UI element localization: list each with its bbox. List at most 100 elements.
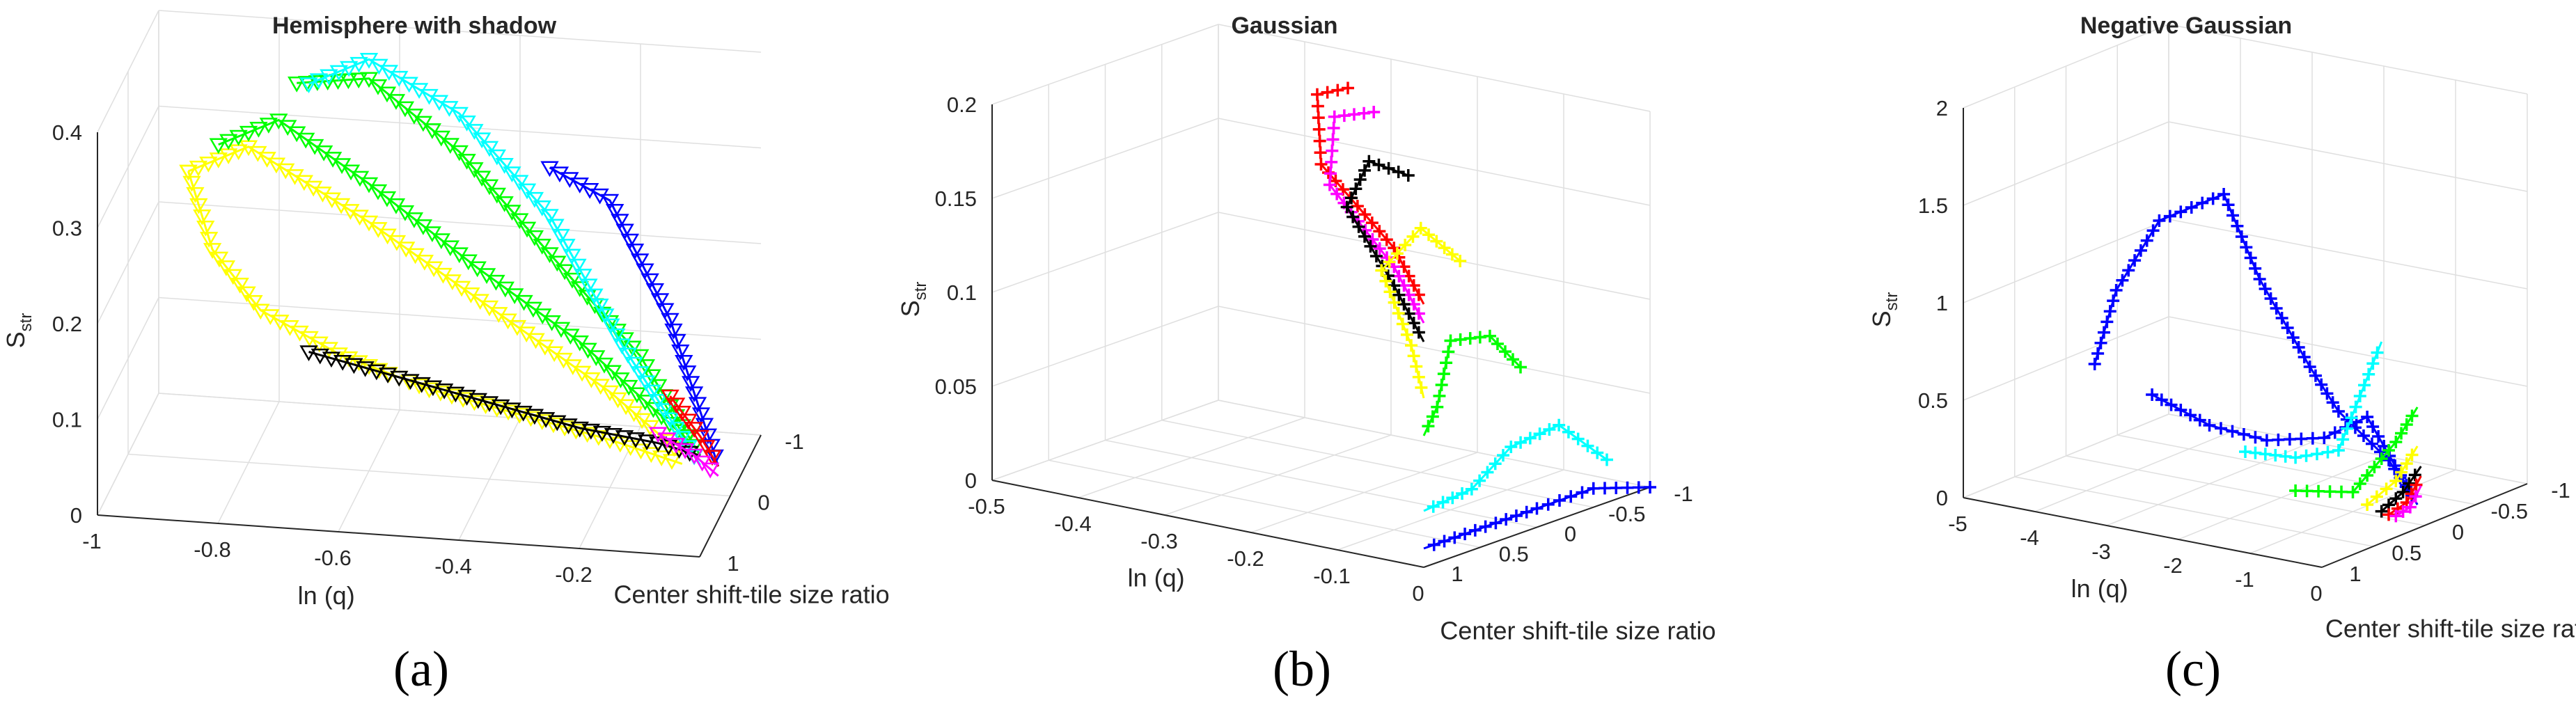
z-tick-label: 0.4 — [52, 120, 82, 145]
data-point — [1383, 255, 1396, 269]
data-point — [615, 430, 634, 446]
data-point — [675, 355, 693, 371]
data-point — [1406, 230, 1420, 243]
data-point — [239, 125, 258, 142]
data-point — [1456, 487, 1469, 500]
data-point — [641, 273, 659, 290]
grid-line — [991, 118, 1219, 199]
data-series — [1310, 81, 1425, 305]
data-point — [510, 408, 529, 424]
data-point — [1414, 221, 1427, 235]
data-point — [1505, 441, 1518, 453]
data-point — [2146, 388, 2159, 401]
data-point — [2091, 347, 2105, 360]
data-point — [1412, 370, 1425, 384]
data-point — [574, 269, 592, 285]
data-point — [1407, 349, 1420, 363]
data-point — [1407, 317, 1420, 330]
data-point — [2214, 422, 2227, 435]
y-tick-label: 1 — [727, 551, 739, 576]
data-point — [1312, 111, 1325, 125]
data-point — [457, 115, 476, 132]
data-point — [1380, 233, 1393, 246]
data-point — [2272, 433, 2285, 446]
data-point — [1358, 164, 1372, 177]
data-point — [2370, 490, 2383, 503]
y-tick-label: -1 — [2551, 478, 2570, 503]
data-point — [2405, 448, 2419, 461]
data-point — [568, 258, 587, 275]
data-point — [2196, 196, 2209, 210]
chart-title: Gaussian — [1231, 13, 1337, 39]
data-point — [2295, 432, 2308, 445]
data-series — [299, 345, 701, 462]
data-point — [661, 412, 680, 429]
data-point — [1489, 457, 1502, 471]
data-point — [1400, 328, 1413, 341]
data-series — [2146, 388, 2419, 505]
axes — [97, 132, 762, 558]
data-point — [2380, 482, 2393, 496]
data-series — [1423, 418, 1613, 513]
y-tick-label: 0.5 — [2392, 541, 2421, 565]
data-point — [2357, 429, 2370, 442]
data-point — [261, 309, 280, 326]
data-point — [288, 77, 306, 93]
data-point — [2366, 420, 2380, 433]
z-tick-label: 0 — [965, 468, 977, 493]
data-point — [681, 376, 700, 392]
data-series — [2289, 406, 2419, 498]
data-point — [1509, 509, 1523, 522]
data-point — [431, 386, 450, 402]
data-series — [179, 164, 683, 470]
data-point — [533, 239, 551, 255]
data-point — [450, 145, 469, 161]
data-point — [2409, 490, 2422, 503]
data-point — [503, 402, 521, 419]
data-point — [1310, 88, 1324, 101]
y-tick-label: 1 — [1451, 562, 1463, 586]
data-series — [540, 161, 724, 467]
data-point — [666, 397, 686, 414]
data-series — [2239, 341, 2384, 464]
x-tick-label: -0.6 — [314, 546, 351, 570]
data-series — [2389, 485, 2422, 523]
data-point — [1353, 173, 1367, 187]
y-tick-label: 0.5 — [1499, 542, 1529, 566]
data-point — [2341, 422, 2354, 435]
grid-line — [2066, 455, 2425, 526]
grid — [1963, 24, 2528, 568]
grid-line — [1218, 24, 1651, 112]
data-point — [625, 244, 645, 260]
data-point — [2116, 274, 2129, 287]
data-point — [1541, 498, 1555, 511]
data-point — [487, 401, 506, 418]
series-line — [549, 166, 720, 467]
data-point — [636, 263, 654, 280]
data-point — [442, 388, 462, 405]
data-point — [249, 122, 268, 138]
data-point — [2185, 201, 2198, 214]
data-point — [637, 434, 657, 450]
data-point — [2389, 510, 2403, 523]
x-tick-label: -0.4 — [434, 554, 471, 578]
data-point — [2395, 427, 2408, 440]
data-point — [551, 228, 570, 245]
z-axis-label: Sstr — [896, 282, 930, 317]
data-point — [1373, 242, 1386, 255]
data-point — [2357, 379, 2371, 392]
data-point — [611, 214, 629, 230]
data-point — [199, 232, 219, 248]
data-point — [559, 418, 578, 434]
data-point — [1427, 500, 1440, 513]
data-point — [329, 65, 348, 81]
data-series — [209, 113, 696, 448]
data-point — [487, 149, 506, 166]
data-point — [2097, 326, 2110, 339]
panel-b-gaussian-chart: -0.5-0.4-0.3-0.2-0.1010.50-0.5-100.050.1… — [896, 13, 1716, 697]
y-tick-label: 0 — [2452, 520, 2464, 544]
data-point — [1621, 481, 1634, 494]
grid-line — [97, 106, 159, 228]
data-point — [2253, 273, 2266, 285]
data-point — [457, 153, 476, 170]
